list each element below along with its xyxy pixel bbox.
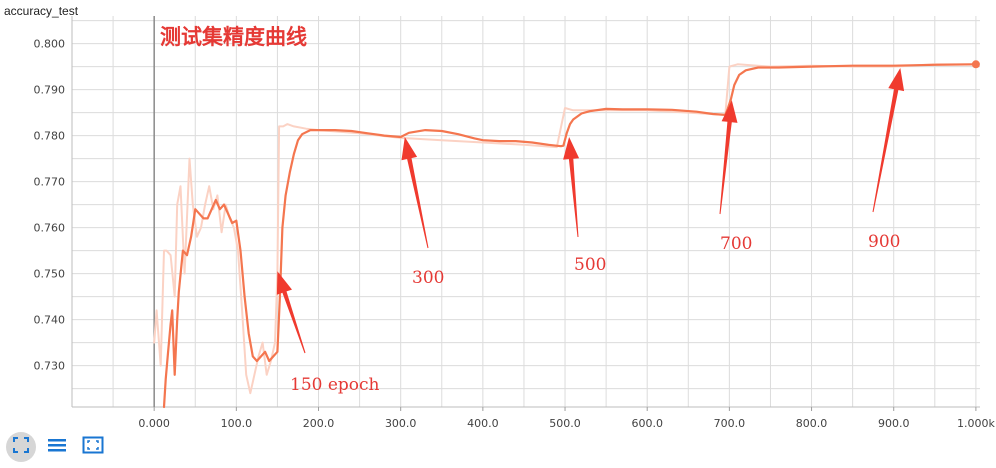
annotation-label: 150 epoch (290, 375, 380, 395)
x-tick-label: 100.0 (221, 417, 253, 430)
grid (72, 16, 980, 407)
x-tick-label: 800.0 (796, 417, 828, 430)
annotation-arrow (563, 137, 580, 237)
x-tick-label: 700.0 (714, 417, 746, 430)
expand-icon (82, 436, 104, 459)
annotation-label: 700 (720, 234, 752, 254)
expand-button[interactable] (78, 432, 108, 462)
x-tick-label: 900.0 (878, 417, 910, 430)
series-line-smoothed (162, 63, 978, 409)
y-tick-label: 0.770 (34, 176, 66, 189)
x-tick-label: 200.0 (303, 417, 335, 430)
x-tick-labels: 0.000 100.0 200.0 300.0 400.0 500.0 600.0 700.0… (138, 407, 995, 430)
y-tick-label: 0.760 (34, 222, 66, 235)
annotation-arrow (719, 100, 738, 215)
annotation-label: 300 (412, 268, 444, 288)
x-tick-label: 500.0 (549, 417, 581, 430)
series-group (153, 60, 980, 409)
accuracy-chart: 0.000 100.0 200.0 300.0 400.0 500.0 600.0 700.0… (34, 16, 995, 430)
chart-toolbar (6, 432, 108, 462)
y-tick-label: 0.750 (34, 268, 66, 281)
y-tick-label: 0.790 (34, 84, 66, 97)
x-tick-label: 400.0 (467, 417, 499, 430)
annotation-arrow (401, 137, 429, 249)
x-tick-label: 300.0 (385, 417, 417, 430)
y-tick-label: 0.730 (34, 360, 66, 373)
axes (71, 16, 980, 408)
annotation-label: 900 (868, 232, 900, 252)
fit-domain-icon (12, 436, 30, 459)
x-tick-label: 1.000k (957, 417, 995, 430)
annotation-label: 500 (574, 255, 606, 275)
x-tick-label: 0.000 (138, 417, 170, 430)
panel-title: accuracy_test (4, 4, 79, 18)
y-tick-label: 0.780 (34, 130, 66, 143)
y-tick-labels: 0.730 0.740 0.750 0.760 0.770 0.780 0.790 0.800 (34, 38, 66, 373)
log-scale-button[interactable] (42, 432, 72, 462)
annotation-arrow (872, 68, 905, 213)
series-end-point (971, 60, 980, 69)
fit-domain-button[interactable] (6, 432, 36, 462)
x-tick-label: 600.0 (631, 417, 663, 430)
series-line-raw (153, 63, 977, 395)
y-tick-label: 0.800 (34, 38, 66, 51)
annotation-arrows: 150 epoch 300 500 700 900 (276, 68, 905, 395)
chart-title: 测试集精度曲线 (160, 25, 307, 49)
log-scale-icon (47, 436, 67, 459)
annotation-arrow (276, 271, 306, 354)
y-tick-label: 0.740 (34, 314, 66, 327)
